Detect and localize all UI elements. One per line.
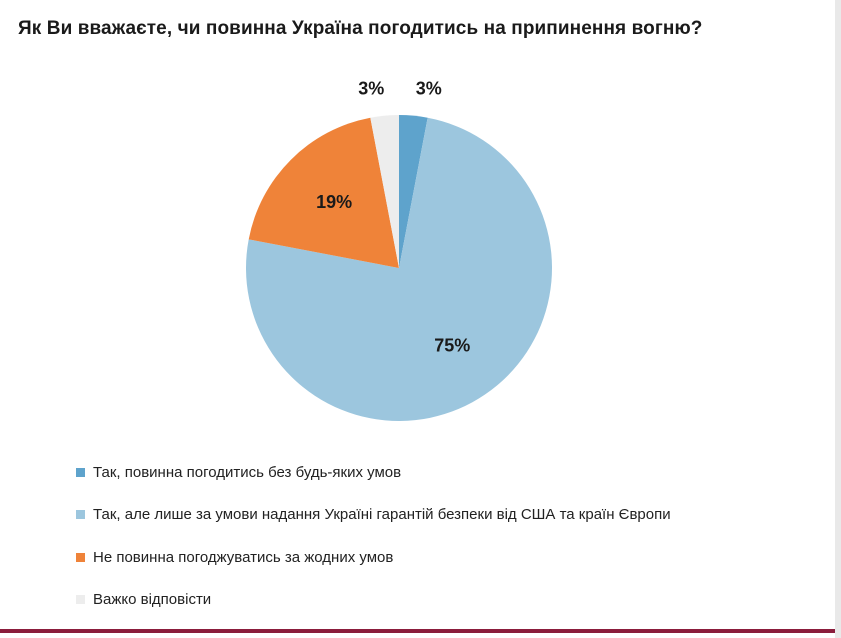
pie-slice-2 bbox=[245, 117, 552, 421]
pie-label-4: 3% bbox=[358, 79, 384, 99]
legend-swatch-1 bbox=[76, 467, 85, 477]
legend: Так, повинна погодитись без будь-яких ум… bbox=[76, 460, 796, 630]
legend-label-2: Так, але лише за умови надання Україні г… bbox=[93, 506, 671, 523]
pie-slice-4 bbox=[370, 115, 399, 268]
right-edge bbox=[835, 0, 841, 638]
legend-item-1: Так, повинна погодитись без будь-яких ум… bbox=[76, 460, 796, 484]
legend-swatch-3 bbox=[76, 552, 85, 562]
legend-item-3: Не повинна погоджуватись за жодних умов bbox=[76, 545, 796, 569]
bottom-rule bbox=[0, 629, 841, 633]
legend-swatch-2 bbox=[76, 510, 85, 519]
legend-label-3: Не повинна погоджуватись за жодних умов bbox=[93, 548, 394, 566]
pie-label-3: 19% bbox=[316, 192, 352, 212]
pie-label-1: 3% bbox=[416, 79, 442, 99]
pie-slice-1 bbox=[399, 114, 428, 268]
pie-label-2: 75% bbox=[434, 335, 470, 355]
legend-item-2: Так, але лише за умови надання Україні г… bbox=[76, 503, 796, 527]
legend-label-1: Так, повинна погодитись без будь-яких ум… bbox=[93, 463, 402, 481]
legend-swatch-4 bbox=[76, 595, 85, 604]
legend-label-4: Важко відповісти bbox=[93, 591, 212, 608]
chart-title: Як Ви вважаєте, чи повинна Україна погод… bbox=[18, 18, 703, 39]
legend-item-4: Важко відповісти bbox=[76, 588, 796, 612]
pie-slice-3 bbox=[248, 117, 399, 269]
